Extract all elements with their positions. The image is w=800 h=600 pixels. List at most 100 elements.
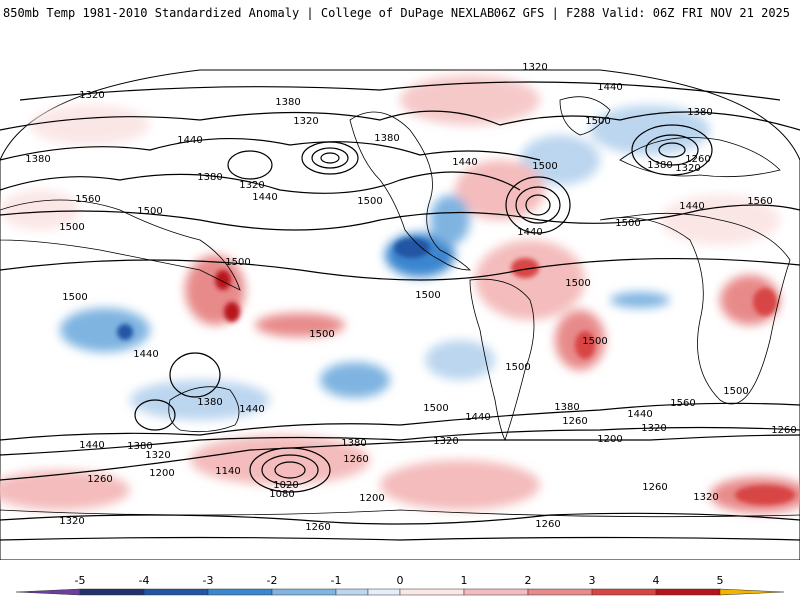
contour-label: 1200 [597,434,622,445]
warm-extreme [735,485,795,505]
contour-label: 1320 [522,62,547,73]
scale-swatch [399,588,465,596]
contour-label: 1380 [554,402,579,413]
contour-label: 1440 [133,349,158,360]
cool-anomaly [130,380,270,420]
warm-anomaly [255,313,345,337]
contour-label: 1440 [239,404,264,415]
contour-label: 1380 [687,107,712,118]
scale-swatch [79,588,145,596]
scale-swatch [335,588,369,596]
warm-extreme [215,270,231,290]
scale-tick-label: -4 [139,574,150,587]
contour-label: 1500 [225,257,250,268]
contour-label: 1380 [197,397,222,408]
scale-tick-label: -5 [75,574,86,587]
contour-label: 1440 [517,227,542,238]
contour-label: 1320 [79,90,104,101]
scale-swatch [367,588,401,596]
contour-label: 1380 [374,133,399,144]
contour-label: 1500 [137,206,162,217]
warm-anomaly [400,75,540,125]
warm-extreme [224,302,240,322]
scale-tick-label: 5 [717,574,724,587]
contour-label: 1440 [597,82,622,93]
contour-label: 1440 [627,409,652,420]
scale-tick-label: -2 [267,574,278,587]
scale-swatch [207,588,273,596]
contour-label: 1500 [415,290,440,301]
color-scale-swatches [15,588,785,596]
contour-label: 1260 [642,482,667,493]
contour-label: 1500 [62,292,87,303]
contour-label: 1440 [252,192,277,203]
cool-anomaly [320,362,390,398]
contour-label: 1500 [565,278,590,289]
contour-label: 1260 [562,416,587,427]
contour-label: 1500 [532,161,557,172]
contour-label: 1440 [679,201,704,212]
contour-label: 1560 [747,196,772,207]
contour-label: 1260 [685,154,710,165]
contour-label: 1380 [127,441,152,452]
warm-anomaly [30,105,150,145]
contour-label: 1320 [293,116,318,127]
contour-label: 1500 [723,386,748,397]
contour-label: 1500 [582,336,607,347]
contour-label: 1380 [197,172,222,183]
cool-anomaly [590,105,710,155]
contour-label: 1140 [215,466,240,477]
model-valid-time: 06Z GFS | F288 Valid: 06Z FRI NOV 21 202… [493,6,790,20]
scale-tick-label: 0 [397,574,404,587]
anomaly-extremes [117,238,795,505]
scale-tick-label: 3 [589,574,596,587]
contour-label: 1500 [309,329,334,340]
warm-anomaly [455,160,545,220]
scale-tick-label: -1 [331,574,342,587]
contour-label: 1380 [275,97,300,108]
cool-extreme [394,238,430,258]
contour-label: 1320 [59,516,84,527]
contour-label: 1560 [670,398,695,409]
contour-label: 1500 [615,218,640,229]
contour-labels: 1320 1440 1320 1380 1320 1380 1440 1500 … [25,62,796,533]
warm-extreme [575,331,595,359]
map-title: 850mb Temp 1981-2010 Standardized Anomal… [3,6,495,20]
contour-label: 1320 [239,180,264,191]
contour-label: 1200 [359,493,384,504]
contour-label: 1320 [675,163,700,174]
contour-label: 1200 [149,468,174,479]
cool-extreme [117,324,133,340]
scale-swatch [719,588,785,596]
scale-tick-label: 4 [653,574,660,587]
warm-anomaly [475,240,585,320]
cool-anomaly [430,195,470,245]
warm-anomaly [0,470,130,510]
scale-swatch [271,588,337,596]
scale-swatch [655,588,721,596]
cool-anomaly [520,135,600,185]
contour-label: 1380 [341,438,366,449]
warm-anomaly [190,435,370,485]
contour-label: 1320 [693,492,718,503]
contour-label: 1500 [59,222,84,233]
height-contours [0,81,800,541]
warm-anomaly [380,460,540,510]
warm-extreme [511,258,539,278]
contour-label: 1080 [269,489,294,500]
contour-label: 1260 [343,454,368,465]
scale-tick-label: -3 [203,574,214,587]
contour-label: 1320 [145,450,170,461]
contour-label: 1560 [75,194,100,205]
contour-label: 1020 [273,480,298,491]
scale-swatch [527,588,593,596]
scale-swatch [591,588,657,596]
anomaly-map: 1320 1440 1320 1380 1320 1380 1440 1500 … [0,62,800,560]
contour-label: 1500 [585,116,610,127]
contour-label: 1260 [305,522,330,533]
cool-anomaly [425,340,495,380]
warm-extreme [753,288,777,316]
scale-tick-label: 2 [525,574,532,587]
contour-label: 1500 [505,362,530,373]
color-scale-bar: -5 -4 -3 -2 -1 0 1 2 3 4 5 [15,574,785,596]
